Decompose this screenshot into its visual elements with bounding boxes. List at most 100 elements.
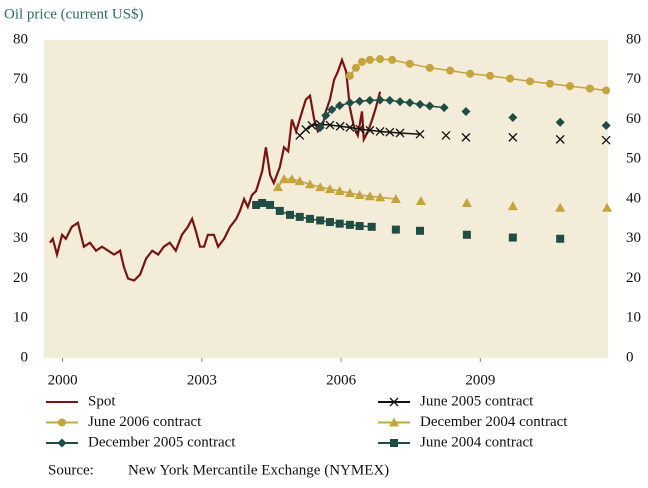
x-tick-label: 2006 [326, 372, 357, 388]
legend-marker [57, 438, 67, 448]
marker [439, 103, 449, 113]
marker [344, 188, 355, 198]
source: New York Mercantile Exchange (NYMEX) [128, 462, 389, 478]
marker [345, 220, 354, 229]
marker [446, 66, 455, 75]
y2-tick-label: 10 [626, 310, 641, 326]
marker [405, 59, 414, 68]
series-line [49, 56, 382, 282]
marker [365, 95, 375, 105]
marker [601, 135, 611, 145]
legend-label: June 2004 contract [420, 434, 534, 450]
marker [385, 95, 395, 105]
marker [294, 176, 305, 186]
marker [335, 121, 345, 131]
marker [365, 125, 375, 135]
y2-tick-label: 70 [626, 71, 641, 87]
marker [355, 96, 365, 106]
chart-title: Oil price (current US$) [4, 6, 144, 22]
marker [555, 117, 565, 127]
y2-tick-label: 20 [626, 270, 641, 286]
y-tick-label: 80 [13, 31, 28, 47]
legend-label: December 2004 contract [420, 414, 568, 430]
marker [351, 63, 360, 72]
marker [441, 130, 451, 140]
marker [602, 86, 611, 95]
marker [354, 190, 365, 200]
x-tick-label: 2009 [465, 372, 495, 388]
y2-tick-label: 40 [626, 190, 641, 206]
y2-tick-label: 30 [626, 230, 641, 246]
legend-marker [389, 397, 399, 407]
marker [295, 212, 304, 221]
marker [324, 184, 335, 194]
marker [508, 113, 518, 123]
marker [466, 69, 475, 78]
marker [252, 200, 261, 209]
marker [602, 202, 613, 212]
marker [325, 218, 334, 227]
marker [506, 74, 515, 83]
marker [278, 174, 289, 184]
marker [367, 222, 376, 231]
marker [327, 105, 337, 115]
marker [275, 206, 284, 215]
legend-label: June 2005 contract [420, 393, 534, 409]
marker [391, 225, 400, 234]
marker [335, 101, 345, 111]
marker [307, 121, 317, 130]
marker [375, 126, 385, 136]
marker [425, 101, 435, 111]
marker [555, 134, 565, 144]
marker [388, 55, 397, 64]
legend-label: Spot [88, 393, 116, 409]
marker [335, 219, 344, 228]
y-tick-label: 70 [13, 71, 28, 87]
marker [355, 124, 365, 134]
marker [355, 222, 364, 231]
marker [321, 111, 331, 121]
marker [585, 84, 594, 93]
marker [334, 186, 345, 196]
marker [416, 226, 424, 235]
marker [304, 179, 315, 189]
marker [461, 107, 471, 117]
marker [395, 128, 405, 138]
marker [425, 63, 434, 72]
y-tick-label: 20 [13, 270, 28, 286]
marker [316, 216, 325, 225]
marker [555, 202, 566, 212]
marker [375, 95, 385, 105]
y-tick-label: 0 [21, 349, 29, 365]
marker [325, 120, 335, 130]
marker [345, 98, 355, 108]
marker [601, 120, 611, 130]
marker [415, 99, 425, 109]
marker [272, 182, 283, 192]
marker [365, 55, 374, 64]
source-label: Source: [48, 462, 94, 478]
marker [486, 71, 495, 80]
marker [526, 77, 535, 86]
y-tick-label: 30 [13, 230, 28, 246]
marker [415, 195, 426, 205]
marker [462, 230, 471, 239]
marker [375, 192, 386, 202]
marker [385, 127, 395, 137]
y-tick-label: 50 [13, 151, 28, 167]
plot-area [44, 40, 608, 358]
y2-tick-label: 80 [626, 31, 641, 47]
marker [286, 210, 295, 219]
marker [507, 201, 518, 211]
marker [301, 124, 311, 134]
marker [376, 55, 385, 64]
marker [461, 197, 472, 207]
marker [315, 182, 326, 192]
legend-label: December 2005 contract [88, 434, 236, 450]
legend-marker [390, 439, 398, 447]
marker [266, 200, 275, 209]
marker [395, 97, 405, 107]
marker [305, 214, 314, 223]
